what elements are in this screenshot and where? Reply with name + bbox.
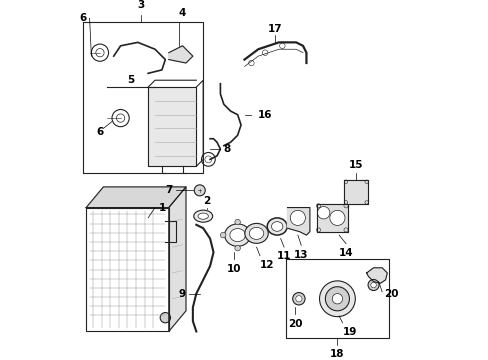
Circle shape xyxy=(370,282,376,288)
Text: 10: 10 xyxy=(226,264,241,274)
Text: 12: 12 xyxy=(260,260,274,270)
Text: 20: 20 xyxy=(287,319,302,329)
Ellipse shape xyxy=(193,210,212,222)
Polygon shape xyxy=(366,268,386,283)
Circle shape xyxy=(317,207,329,219)
Ellipse shape xyxy=(198,213,208,219)
Text: 15: 15 xyxy=(348,160,363,170)
Text: 16: 16 xyxy=(258,110,272,120)
Text: 19: 19 xyxy=(342,327,356,337)
Text: 7: 7 xyxy=(164,185,172,195)
Text: 3: 3 xyxy=(137,0,144,10)
Circle shape xyxy=(220,232,225,238)
Ellipse shape xyxy=(229,229,245,242)
Polygon shape xyxy=(344,180,367,204)
Polygon shape xyxy=(148,87,196,166)
Circle shape xyxy=(329,210,345,225)
Text: 18: 18 xyxy=(329,349,344,359)
Circle shape xyxy=(160,312,170,323)
Polygon shape xyxy=(316,204,347,231)
Circle shape xyxy=(325,287,349,311)
Text: 2: 2 xyxy=(203,196,210,206)
Circle shape xyxy=(367,279,378,291)
Ellipse shape xyxy=(244,224,268,243)
Ellipse shape xyxy=(271,222,282,231)
Text: 14: 14 xyxy=(338,248,353,258)
Text: 13: 13 xyxy=(293,249,308,260)
Circle shape xyxy=(292,293,305,305)
Circle shape xyxy=(249,232,254,238)
Polygon shape xyxy=(168,187,185,332)
Text: 11: 11 xyxy=(276,251,291,261)
Text: 5: 5 xyxy=(127,75,134,85)
Circle shape xyxy=(290,210,305,225)
Text: 1: 1 xyxy=(158,203,165,212)
Circle shape xyxy=(295,296,302,302)
Text: 17: 17 xyxy=(267,24,282,34)
Circle shape xyxy=(194,185,205,196)
Text: 6: 6 xyxy=(79,13,86,23)
Ellipse shape xyxy=(266,218,286,235)
Text: 9: 9 xyxy=(179,289,185,298)
Text: 6: 6 xyxy=(96,127,103,137)
Polygon shape xyxy=(86,208,168,332)
Ellipse shape xyxy=(249,228,263,239)
Circle shape xyxy=(319,281,355,317)
Circle shape xyxy=(234,246,240,251)
Text: 4: 4 xyxy=(179,8,186,18)
Polygon shape xyxy=(168,46,192,63)
Circle shape xyxy=(331,294,342,304)
Text: 8: 8 xyxy=(224,144,231,154)
Ellipse shape xyxy=(224,224,250,246)
Circle shape xyxy=(234,219,240,225)
Text: 20: 20 xyxy=(383,289,398,298)
Polygon shape xyxy=(287,208,309,235)
Polygon shape xyxy=(86,187,185,208)
